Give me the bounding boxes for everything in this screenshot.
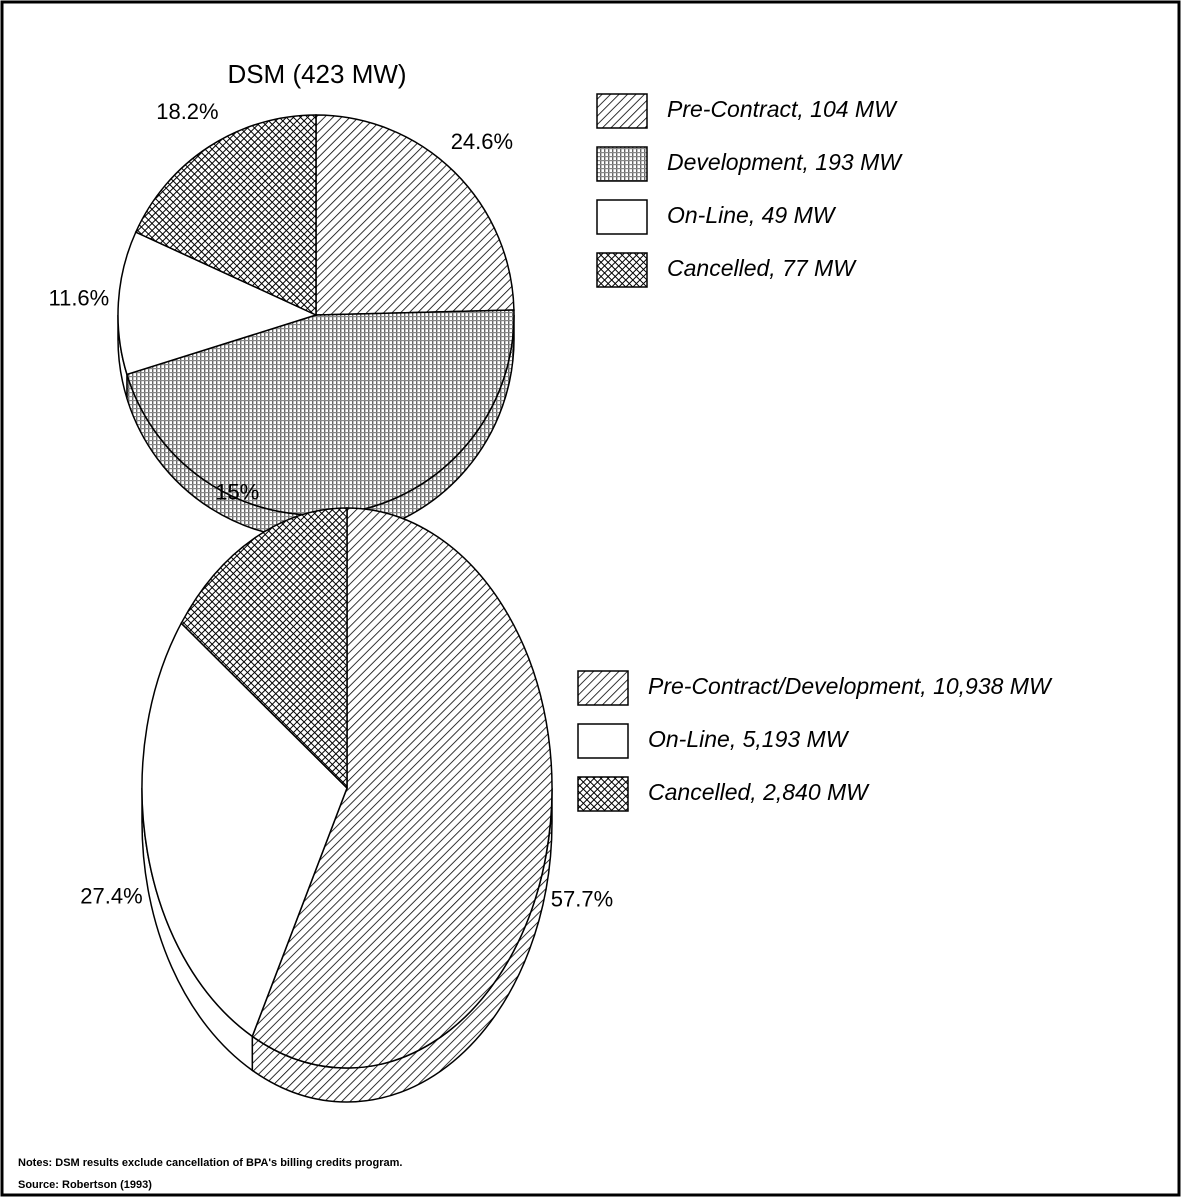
source: Source: Robertson (1993) (18, 1179, 152, 1191)
legend-label: Cancelled, 77 MW (667, 255, 857, 281)
legend-label: Pre-Contract/Development, 10,938 MW (648, 673, 1053, 699)
notes: Notes: DSM results exclude cancellation … (18, 1157, 402, 1169)
legend-label: On-Line, 49 MW (667, 202, 837, 228)
value-label: 18.2% (156, 99, 218, 124)
legend-label: On-Line, 5,193 MW (648, 726, 850, 752)
pie-slice (141, 621, 348, 1038)
value-label: 27.4% (80, 883, 142, 908)
legend-label: Cancelled, 2,840 MW (648, 779, 870, 805)
legend-label: Development, 193 MW (667, 149, 903, 175)
pie-slice (117, 231, 319, 376)
legend-swatch (596, 252, 648, 288)
legend-swatch (577, 670, 629, 706)
legend-label: Pre-Contract, 104 MW (667, 96, 898, 122)
value-label: 57.7% (551, 886, 613, 911)
legend-swatch (577, 776, 629, 812)
pie-slice (180, 507, 348, 790)
legend-swatch (596, 146, 648, 182)
pie-slice (251, 507, 553, 1069)
value-label: 24.6% (451, 129, 513, 154)
value-label: 11.6% (48, 286, 109, 311)
chart-title: DSM (423 MW) (227, 59, 406, 89)
value-label: 15% (215, 479, 259, 504)
pie-slice (315, 114, 515, 316)
legend-swatch (577, 723, 629, 759)
legend-swatch (596, 199, 648, 235)
legend-swatch (596, 93, 648, 129)
pie-slice (134, 114, 317, 317)
